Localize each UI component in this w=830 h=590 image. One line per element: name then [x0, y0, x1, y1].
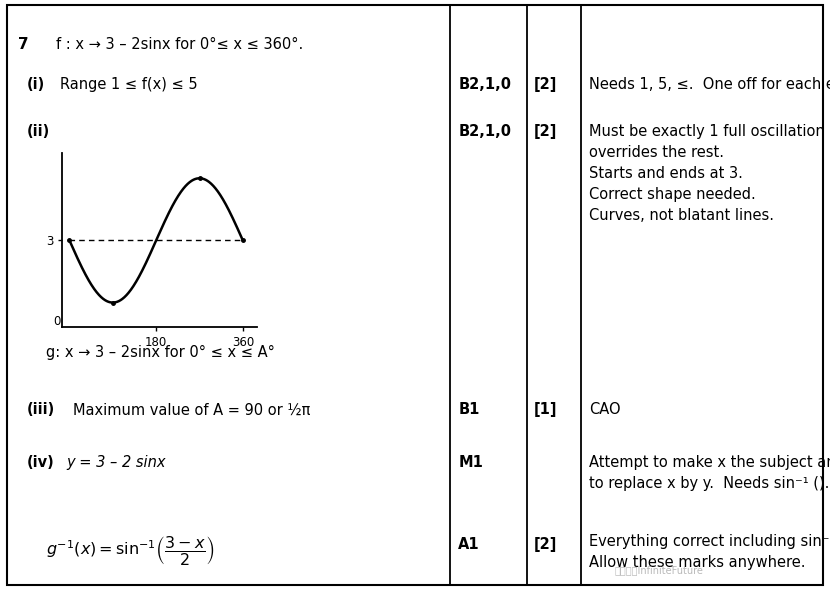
Text: Needs 1, 5, ≤.  One off for each error.: Needs 1, 5, ≤. One off for each error. — [589, 77, 830, 91]
Text: CAO: CAO — [589, 402, 621, 417]
Text: M1: M1 — [458, 455, 483, 470]
Text: $g^{-1}(x) = \sin^{-1}\!\left(\dfrac{3-x}{2}\right)$: $g^{-1}(x) = \sin^{-1}\!\left(\dfrac{3-x… — [46, 534, 214, 567]
Text: A1: A1 — [458, 537, 480, 552]
Text: Attempt to make x the subject and then
to replace x by y.  Needs sin⁻¹ ().: Attempt to make x the subject and then t… — [589, 455, 830, 491]
Text: y = 3 – 2 sinx: y = 3 – 2 sinx — [66, 455, 166, 470]
FancyBboxPatch shape — [7, 5, 823, 585]
Text: [2]: [2] — [534, 537, 557, 552]
Text: B2,1,0: B2,1,0 — [458, 124, 511, 139]
Text: Everything correct including sin⁻¹.
Allow these marks anywhere.: Everything correct including sin⁻¹. Allo… — [589, 534, 830, 570]
Text: (i): (i) — [27, 77, 45, 91]
Text: Range 1 ≤ f(x) ≤ 5: Range 1 ≤ f(x) ≤ 5 — [60, 77, 198, 91]
Text: B1: B1 — [458, 402, 480, 417]
Text: [2]: [2] — [534, 124, 557, 139]
Text: (iv): (iv) — [27, 455, 54, 470]
Text: g: x → 3 – 2sinx for 0° ≤ x ≤ A°: g: x → 3 – 2sinx for 0° ≤ x ≤ A° — [46, 345, 275, 360]
Text: 众胜国际InfiniteFuture: 众胜国际InfiniteFuture — [614, 565, 703, 575]
Text: Must be exactly 1 full oscillation - this
overrides the rest.
Starts and ends at: Must be exactly 1 full oscillation - thi… — [589, 124, 830, 223]
Text: B2,1,0: B2,1,0 — [458, 77, 511, 91]
Text: 7: 7 — [18, 37, 29, 51]
Text: [2]: [2] — [534, 77, 557, 91]
Text: Maximum value of A = 90 or ½π: Maximum value of A = 90 or ½π — [73, 402, 310, 417]
Text: 0: 0 — [53, 316, 61, 329]
Text: f : x → 3 – 2sinx for 0°≤ x ≤ 360°.: f : x → 3 – 2sinx for 0°≤ x ≤ 360°. — [56, 37, 304, 51]
Text: (ii): (ii) — [27, 124, 50, 139]
Text: (iii): (iii) — [27, 402, 55, 417]
Text: [1]: [1] — [534, 402, 557, 417]
